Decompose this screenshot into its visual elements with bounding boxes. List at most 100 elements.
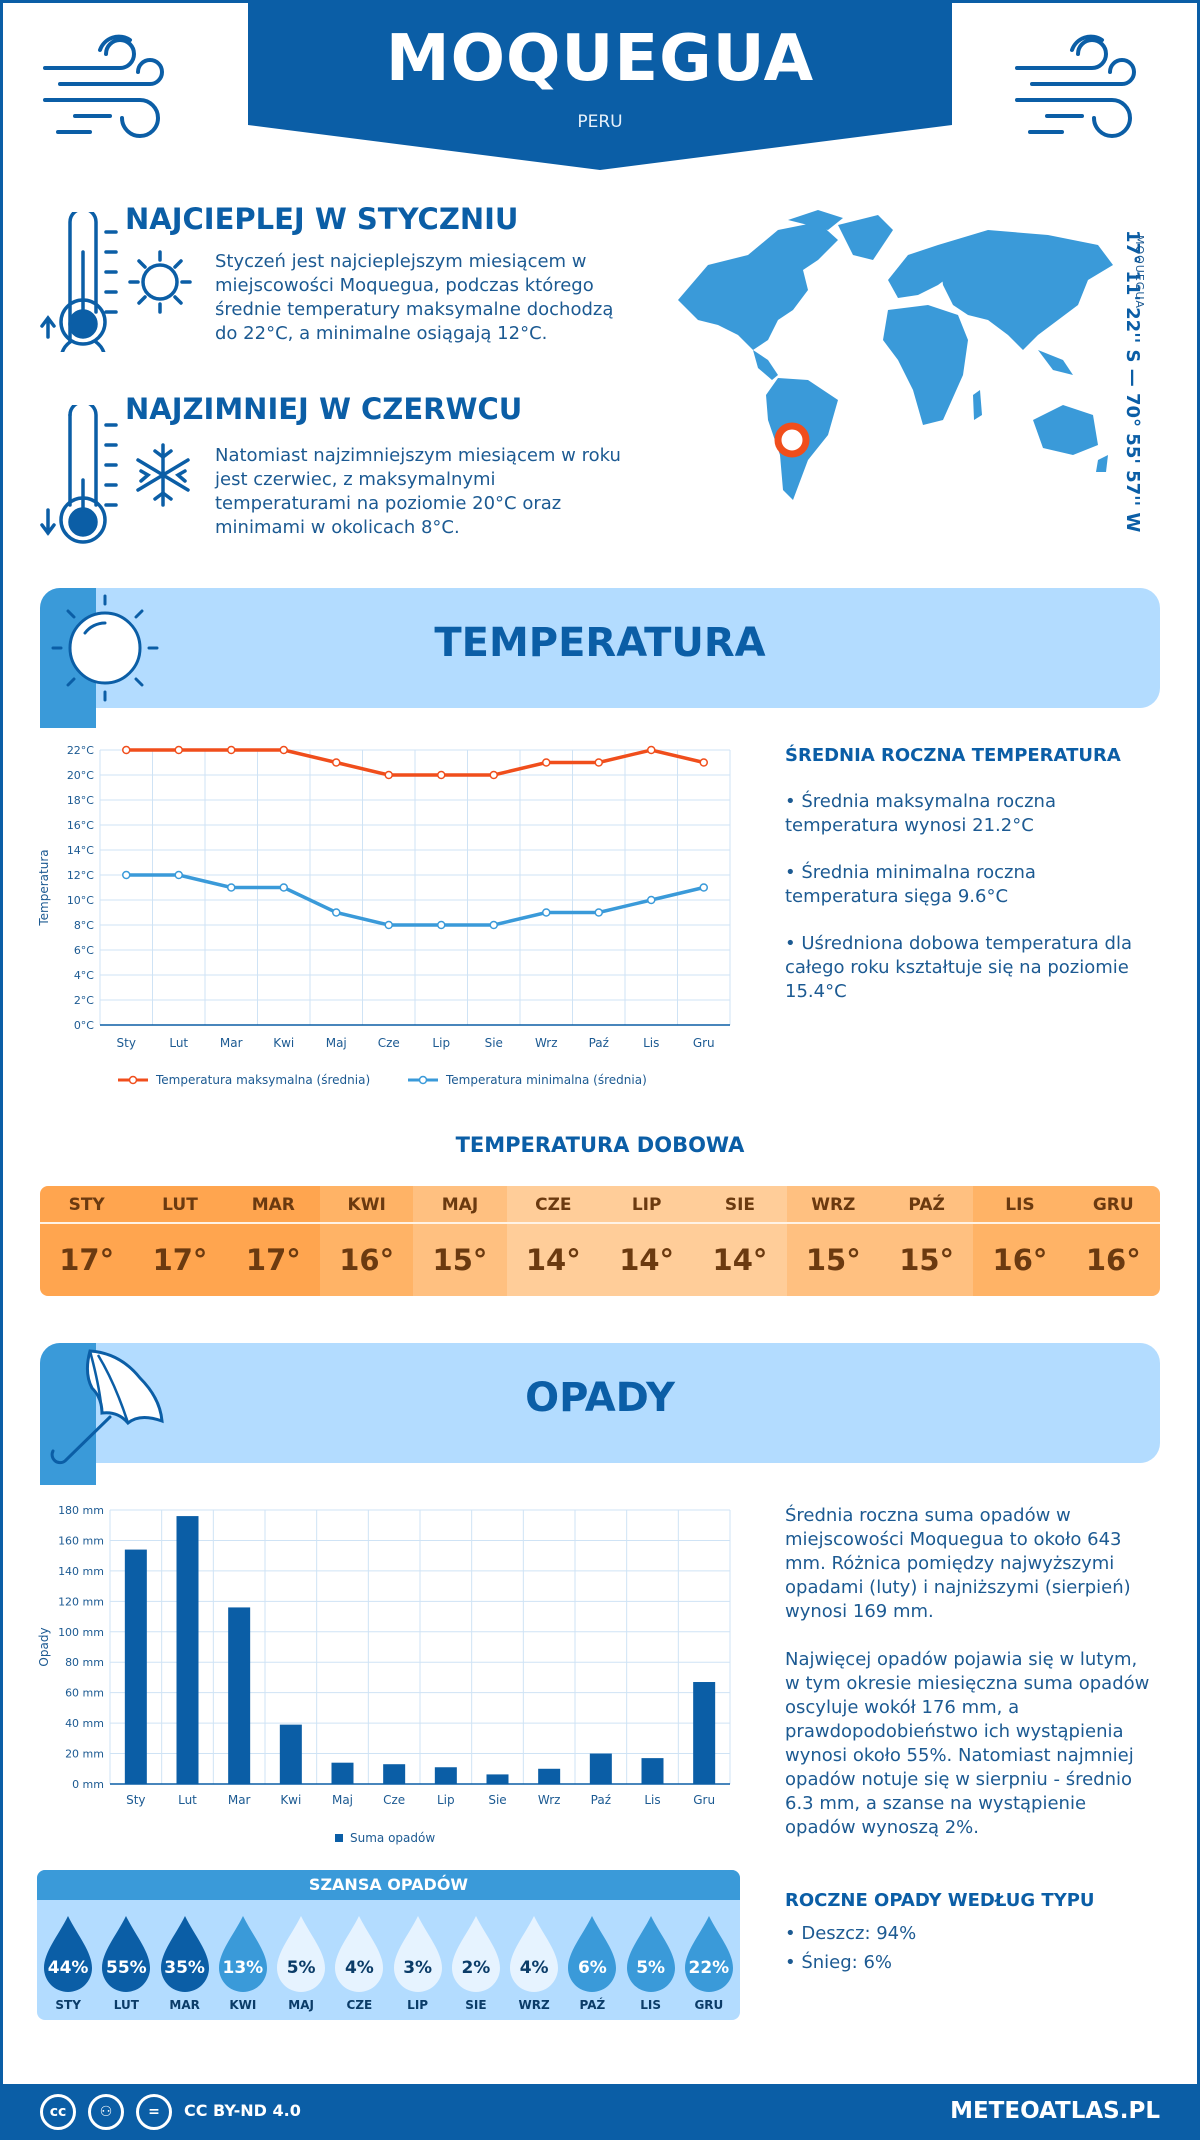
precip-title: OPADY: [525, 1375, 675, 1421]
raindrop-icon: [335, 1916, 384, 1992]
x-tick-label: Lip: [437, 1793, 455, 1807]
rain-chance-item: 35% MAR: [156, 1914, 214, 2014]
temp-stat-min: • Średnia minimalna roczna temperatura s…: [785, 862, 1036, 907]
x-tick-label: Sie: [488, 1793, 506, 1807]
data-point: [227, 883, 236, 892]
x-tick-label: Paź: [591, 1793, 611, 1807]
precip-text-2: Najwięcej opadów pojawia się w lutym, w …: [785, 1649, 1150, 1838]
daily-temp-column: CZE 14°: [506, 1186, 600, 1296]
data-point: [174, 745, 183, 755]
y-tick-label: 120 mm: [58, 1595, 104, 1608]
world-map: [678, 210, 1113, 500]
daily-temp-month: SIE: [693, 1186, 787, 1224]
rain-chance-item: 3% LIP: [389, 1914, 447, 2014]
data-point: [174, 870, 183, 880]
rain-chance-value: 6%: [577, 1958, 607, 1978]
temperature-banner: TEMPERATURA: [40, 588, 1160, 708]
site-link[interactable]: METEOATLAS.PL: [950, 2098, 1160, 2124]
coldest-title: NAJZIMNIEJ W CZERWCU: [125, 392, 523, 426]
wind-icon-left: [43, 34, 164, 138]
data-point: [279, 883, 288, 892]
y-tick-label: 4°C: [74, 969, 94, 982]
daily-temp-month: MAR: [226, 1186, 320, 1224]
y-tick-label: 6°C: [74, 944, 94, 957]
daily-temp-value: 15°: [805, 1243, 861, 1277]
legend-marker-1: [418, 1075, 428, 1085]
rain-chance-item: 6% PAŹ: [563, 1914, 621, 2014]
rain-chance-month: STY: [55, 1998, 81, 2012]
bar: [331, 1762, 354, 1784]
daily-temp-month: KWI: [319, 1186, 414, 1224]
rain-chance-month: GRU: [694, 1998, 724, 2012]
y-axis-label: Opady: [37, 1627, 51, 1666]
precip-type-snow: • Śnieg: 6%: [785, 1952, 893, 1973]
raindrop-icon: [451, 1916, 500, 1992]
x-tick-label: Paź: [589, 1036, 609, 1050]
rain-chance-month: WRZ: [518, 1998, 550, 2012]
daily-temp-column: LIS 16°: [973, 1186, 1067, 1296]
daily-temp-value: 15°: [432, 1243, 488, 1277]
cc-icon: cc: [40, 2094, 76, 2130]
rain-chance-month: MAR: [169, 1998, 200, 2012]
rain-chance-item: 4% CZE: [330, 1914, 388, 2014]
rain-chance-month: MAJ: [288, 1998, 314, 2012]
daily-temp-month: MAJ: [413, 1186, 507, 1224]
license-text: CC BY-ND 4.0: [184, 2101, 301, 2120]
series-line-1: [126, 873, 705, 927]
data-point: [384, 770, 393, 780]
series-line-0: [126, 748, 705, 777]
y-tick-label: 20°C: [67, 769, 94, 782]
x-tick-label: Gru: [693, 1036, 715, 1050]
y-tick-label: 14°C: [67, 844, 94, 857]
x-tick-label: Kwi: [273, 1036, 294, 1050]
thermometer-hot-icon: [40, 212, 192, 352]
x-tick-label: Lut: [178, 1793, 197, 1807]
daily-temp-month: WRZ: [786, 1186, 880, 1224]
daily-temp-month: GRU: [1066, 1186, 1160, 1224]
nd-icon: =: [136, 2094, 172, 2130]
temperature-chart: 0°C 2°C 4°C 6°C 8°C 10°C 12°C 14°C 16°C 18°C 20°C 2…: [37, 744, 731, 1087]
daily-temp-value: 16°: [1085, 1243, 1141, 1277]
rain-chance-item: 4% WRZ: [505, 1914, 563, 2014]
precipitation-chart: 0 mm 20 mm 40 mm 60 mm 80 mm 100 mm 120 mm 140 …: [37, 1504, 731, 1845]
raindrop-icon: [684, 1916, 733, 1992]
daily-temp-month: LIS: [973, 1186, 1067, 1224]
daily-temp-column: LUT 17°: [133, 1186, 227, 1296]
rain-chance-value: 3%: [403, 1958, 433, 1978]
rain-chance-item: 5% MAJ: [272, 1914, 330, 2014]
rain-chance-month: LIS: [640, 1998, 661, 2012]
daily-temp-month: LIP: [599, 1186, 694, 1224]
warmest-title: NAJCIEPLEJ W STYCZNIU: [125, 202, 519, 236]
rain-chance-item: 22% GRU: [680, 1914, 738, 2014]
x-tick-label: Lis: [643, 1036, 659, 1050]
bar: [383, 1764, 406, 1784]
data-point: [542, 758, 551, 767]
x-tick-label: Sty: [117, 1036, 136, 1050]
precip-type-rain: • Deszcz: 94%: [785, 1923, 917, 1944]
rain-chance-value: 4%: [519, 1958, 549, 1978]
rain-chance-value: 4%: [344, 1958, 374, 1978]
location-marker: [774, 422, 810, 458]
rain-chance-value: 2%: [461, 1958, 491, 1978]
daily-temp-column: PAŹ 15°: [879, 1186, 974, 1296]
rain-chance-item: 44% STY: [39, 1914, 97, 2014]
thermometer-cold-icon: [40, 405, 190, 544]
rain-chance-item: 5% LIS: [622, 1914, 680, 2014]
y-tick-label: 0°C: [74, 1019, 94, 1032]
rain-chance-value: 13%: [222, 1958, 264, 1978]
data-point: [489, 770, 498, 780]
bar: [228, 1607, 251, 1784]
raindrop-icon: [218, 1916, 267, 1992]
daily-temp-month: PAŹ: [879, 1186, 974, 1224]
raindrop-icon: [568, 1916, 617, 1992]
x-tick-label: Mar: [220, 1036, 243, 1050]
y-tick-label: 40 mm: [65, 1717, 104, 1730]
y-tick-label: 8°C: [74, 919, 94, 932]
footer: cc ⚇ = CC BY-ND 4.0 METEOATLAS.PL: [0, 2084, 1200, 2140]
rain-chance-value: 22%: [688, 1958, 730, 1978]
raindrop-icon: [160, 1916, 209, 1992]
bar: [486, 1774, 509, 1784]
daily-temp-column: MAJ 15°: [413, 1186, 507, 1296]
x-tick-label: Lis: [644, 1793, 660, 1807]
y-tick-label: 60 mm: [65, 1687, 104, 1700]
